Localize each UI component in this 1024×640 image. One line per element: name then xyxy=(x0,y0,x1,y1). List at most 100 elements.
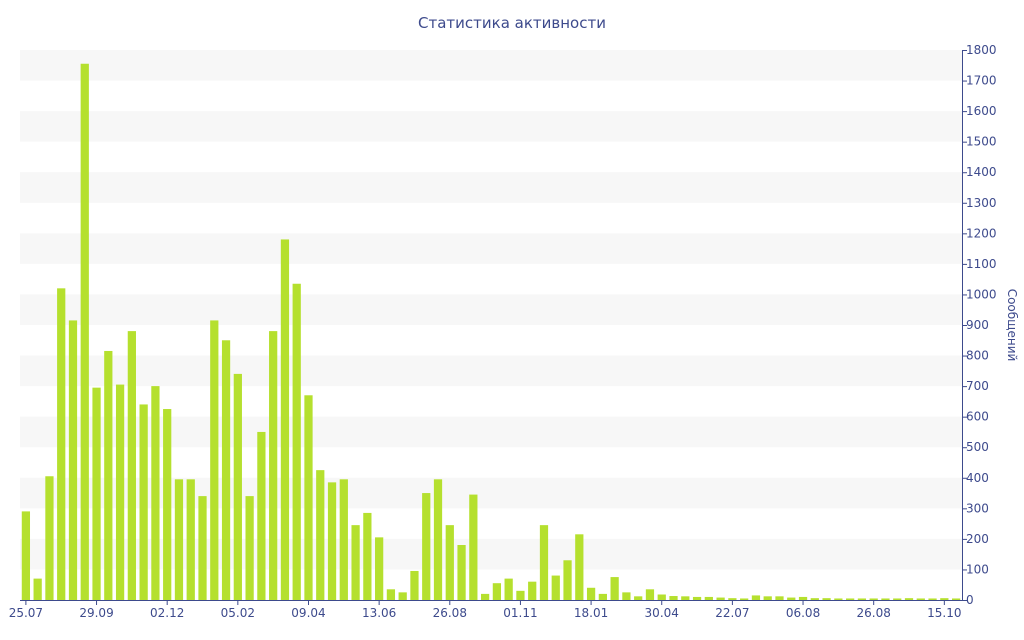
chart-title: Статистика активности xyxy=(418,14,606,32)
bar xyxy=(669,596,678,600)
y-tick-label: 1300 xyxy=(966,196,997,210)
bar xyxy=(386,589,396,600)
bar xyxy=(233,373,242,600)
grid-band xyxy=(20,111,962,142)
bar xyxy=(410,570,419,600)
grid-band xyxy=(20,416,962,448)
bar xyxy=(787,597,796,600)
y-tick-label: 300 xyxy=(966,501,989,515)
bar xyxy=(775,596,784,600)
bar xyxy=(339,479,348,600)
bar xyxy=(751,595,761,600)
bar xyxy=(622,592,631,600)
bar xyxy=(928,598,937,600)
bar xyxy=(316,470,325,600)
bar xyxy=(57,288,66,600)
grid-band xyxy=(20,477,962,509)
bar xyxy=(245,496,254,600)
x-tick-label: 06.08 xyxy=(786,606,820,620)
grid-band xyxy=(20,355,962,387)
bar xyxy=(104,350,113,600)
bar xyxy=(257,431,266,600)
bar xyxy=(516,590,525,600)
bar xyxy=(433,479,443,600)
y-tick-label: 600 xyxy=(966,410,989,424)
y-tick-label: 500 xyxy=(966,440,989,454)
x-tick-label: 02.12 xyxy=(150,606,184,620)
bar xyxy=(163,409,172,600)
y-tick-label: 100 xyxy=(966,562,989,576)
x-tick-label: 30.04 xyxy=(645,606,679,620)
bar xyxy=(657,594,666,600)
bar xyxy=(422,493,431,600)
bar xyxy=(528,581,537,600)
bar xyxy=(68,320,78,600)
bar xyxy=(940,598,949,600)
bar xyxy=(45,476,54,600)
x-tick-label: 26.08 xyxy=(433,606,467,620)
bar xyxy=(174,479,184,600)
bar xyxy=(951,598,961,600)
bar xyxy=(398,592,407,600)
bar xyxy=(457,545,466,600)
x-tick-label: 26.08 xyxy=(857,606,891,620)
bar xyxy=(210,320,219,600)
bar xyxy=(469,494,478,600)
bar xyxy=(221,340,231,600)
bar xyxy=(92,387,101,600)
x-tick-label: 18.01 xyxy=(574,606,608,620)
bar xyxy=(186,479,195,600)
x-tick-label: 13.06 xyxy=(362,606,396,620)
bar xyxy=(681,596,690,600)
x-tick-label: 05.02 xyxy=(221,606,255,620)
y-tick-label: 1200 xyxy=(966,226,997,240)
y-tick-label: 700 xyxy=(966,379,989,393)
bar xyxy=(822,598,831,600)
y-tick-label: 1600 xyxy=(966,104,997,118)
bar xyxy=(151,386,160,600)
bar xyxy=(198,496,207,600)
y-tick-label: 1500 xyxy=(966,135,997,149)
bar xyxy=(563,560,572,600)
x-tick-label: 09.04 xyxy=(291,606,325,620)
bar xyxy=(363,512,372,600)
y-tick-label: 200 xyxy=(966,532,989,546)
bar xyxy=(904,598,914,600)
bar xyxy=(327,482,337,600)
bar xyxy=(881,598,890,600)
bar xyxy=(575,534,584,600)
bar xyxy=(763,596,772,600)
bar xyxy=(33,578,42,600)
bar xyxy=(610,577,619,600)
bar xyxy=(857,598,867,600)
bar xyxy=(740,598,749,600)
bar xyxy=(269,331,278,600)
bar xyxy=(704,596,713,600)
bar xyxy=(80,63,89,600)
y-tick-label: 900 xyxy=(966,318,989,332)
bar xyxy=(893,598,902,600)
grid-band xyxy=(20,50,962,81)
x-tick-label: 22.07 xyxy=(715,606,749,620)
bar xyxy=(551,575,560,600)
y-tick-label: 400 xyxy=(966,471,989,485)
bar xyxy=(139,404,148,600)
bar xyxy=(810,598,819,600)
y-axis-title: Сообщений xyxy=(1005,289,1019,362)
bar xyxy=(480,593,490,600)
y-tick-label: 1000 xyxy=(966,287,997,301)
bar xyxy=(634,596,643,600)
bar xyxy=(504,578,513,600)
bar xyxy=(916,598,925,600)
bar xyxy=(375,537,384,600)
y-tick-label: 1800 xyxy=(966,43,997,57)
bar xyxy=(834,598,843,600)
bar xyxy=(492,583,502,600)
grid-band xyxy=(20,233,962,264)
bar xyxy=(351,525,360,600)
bar xyxy=(127,331,136,600)
bar xyxy=(115,384,125,600)
bar xyxy=(292,283,301,600)
